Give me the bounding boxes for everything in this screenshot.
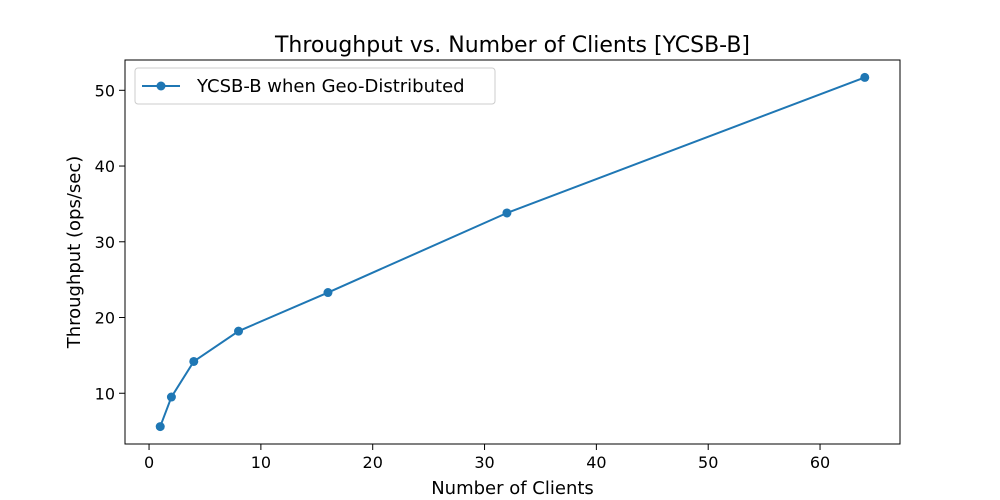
chart-title: Throughput vs. Number of Clients [YCSB-B… bbox=[274, 33, 750, 58]
x-axis: 0 10 20 30 40 50 60 bbox=[144, 444, 830, 472]
data-point bbox=[502, 208, 512, 218]
y-axis: 10 20 30 40 50 bbox=[95, 81, 125, 403]
x-tick-label: 10 bbox=[251, 453, 271, 472]
y-tick-label: 50 bbox=[95, 81, 115, 100]
x-tick-label: 30 bbox=[474, 453, 494, 472]
y-axis-title: Throughput (ops/sec) bbox=[64, 156, 85, 350]
data-point bbox=[166, 392, 176, 402]
y-tick-label: 20 bbox=[95, 309, 115, 328]
x-tick-label: 20 bbox=[363, 453, 383, 472]
plot-frame bbox=[124, 59, 901, 445]
data-point bbox=[155, 422, 165, 432]
data-point bbox=[323, 288, 333, 298]
data-point bbox=[234, 326, 244, 336]
y-tick-label: 10 bbox=[95, 384, 115, 403]
y-tick-label: 30 bbox=[95, 233, 115, 252]
legend-box bbox=[134, 67, 496, 105]
x-tick-label: 40 bbox=[586, 453, 606, 472]
y-tick-label: 40 bbox=[95, 157, 115, 176]
plot-area bbox=[124, 59, 901, 445]
legend-marker-swatch bbox=[156, 81, 166, 91]
legend: YCSB-B when Geo-Distributed bbox=[134, 67, 496, 105]
x-tick-label: 0 bbox=[144, 453, 154, 472]
x-tick-label: 60 bbox=[810, 453, 830, 472]
legend-entry-label: YCSB-B when Geo-Distributed bbox=[196, 76, 465, 97]
x-axis-title: Number of Clients bbox=[431, 478, 594, 499]
data-point bbox=[860, 72, 870, 82]
x-tick-label: 50 bbox=[698, 453, 718, 472]
series-layer bbox=[155, 72, 870, 432]
series-line bbox=[159, 76, 866, 427]
data-point bbox=[189, 356, 199, 366]
